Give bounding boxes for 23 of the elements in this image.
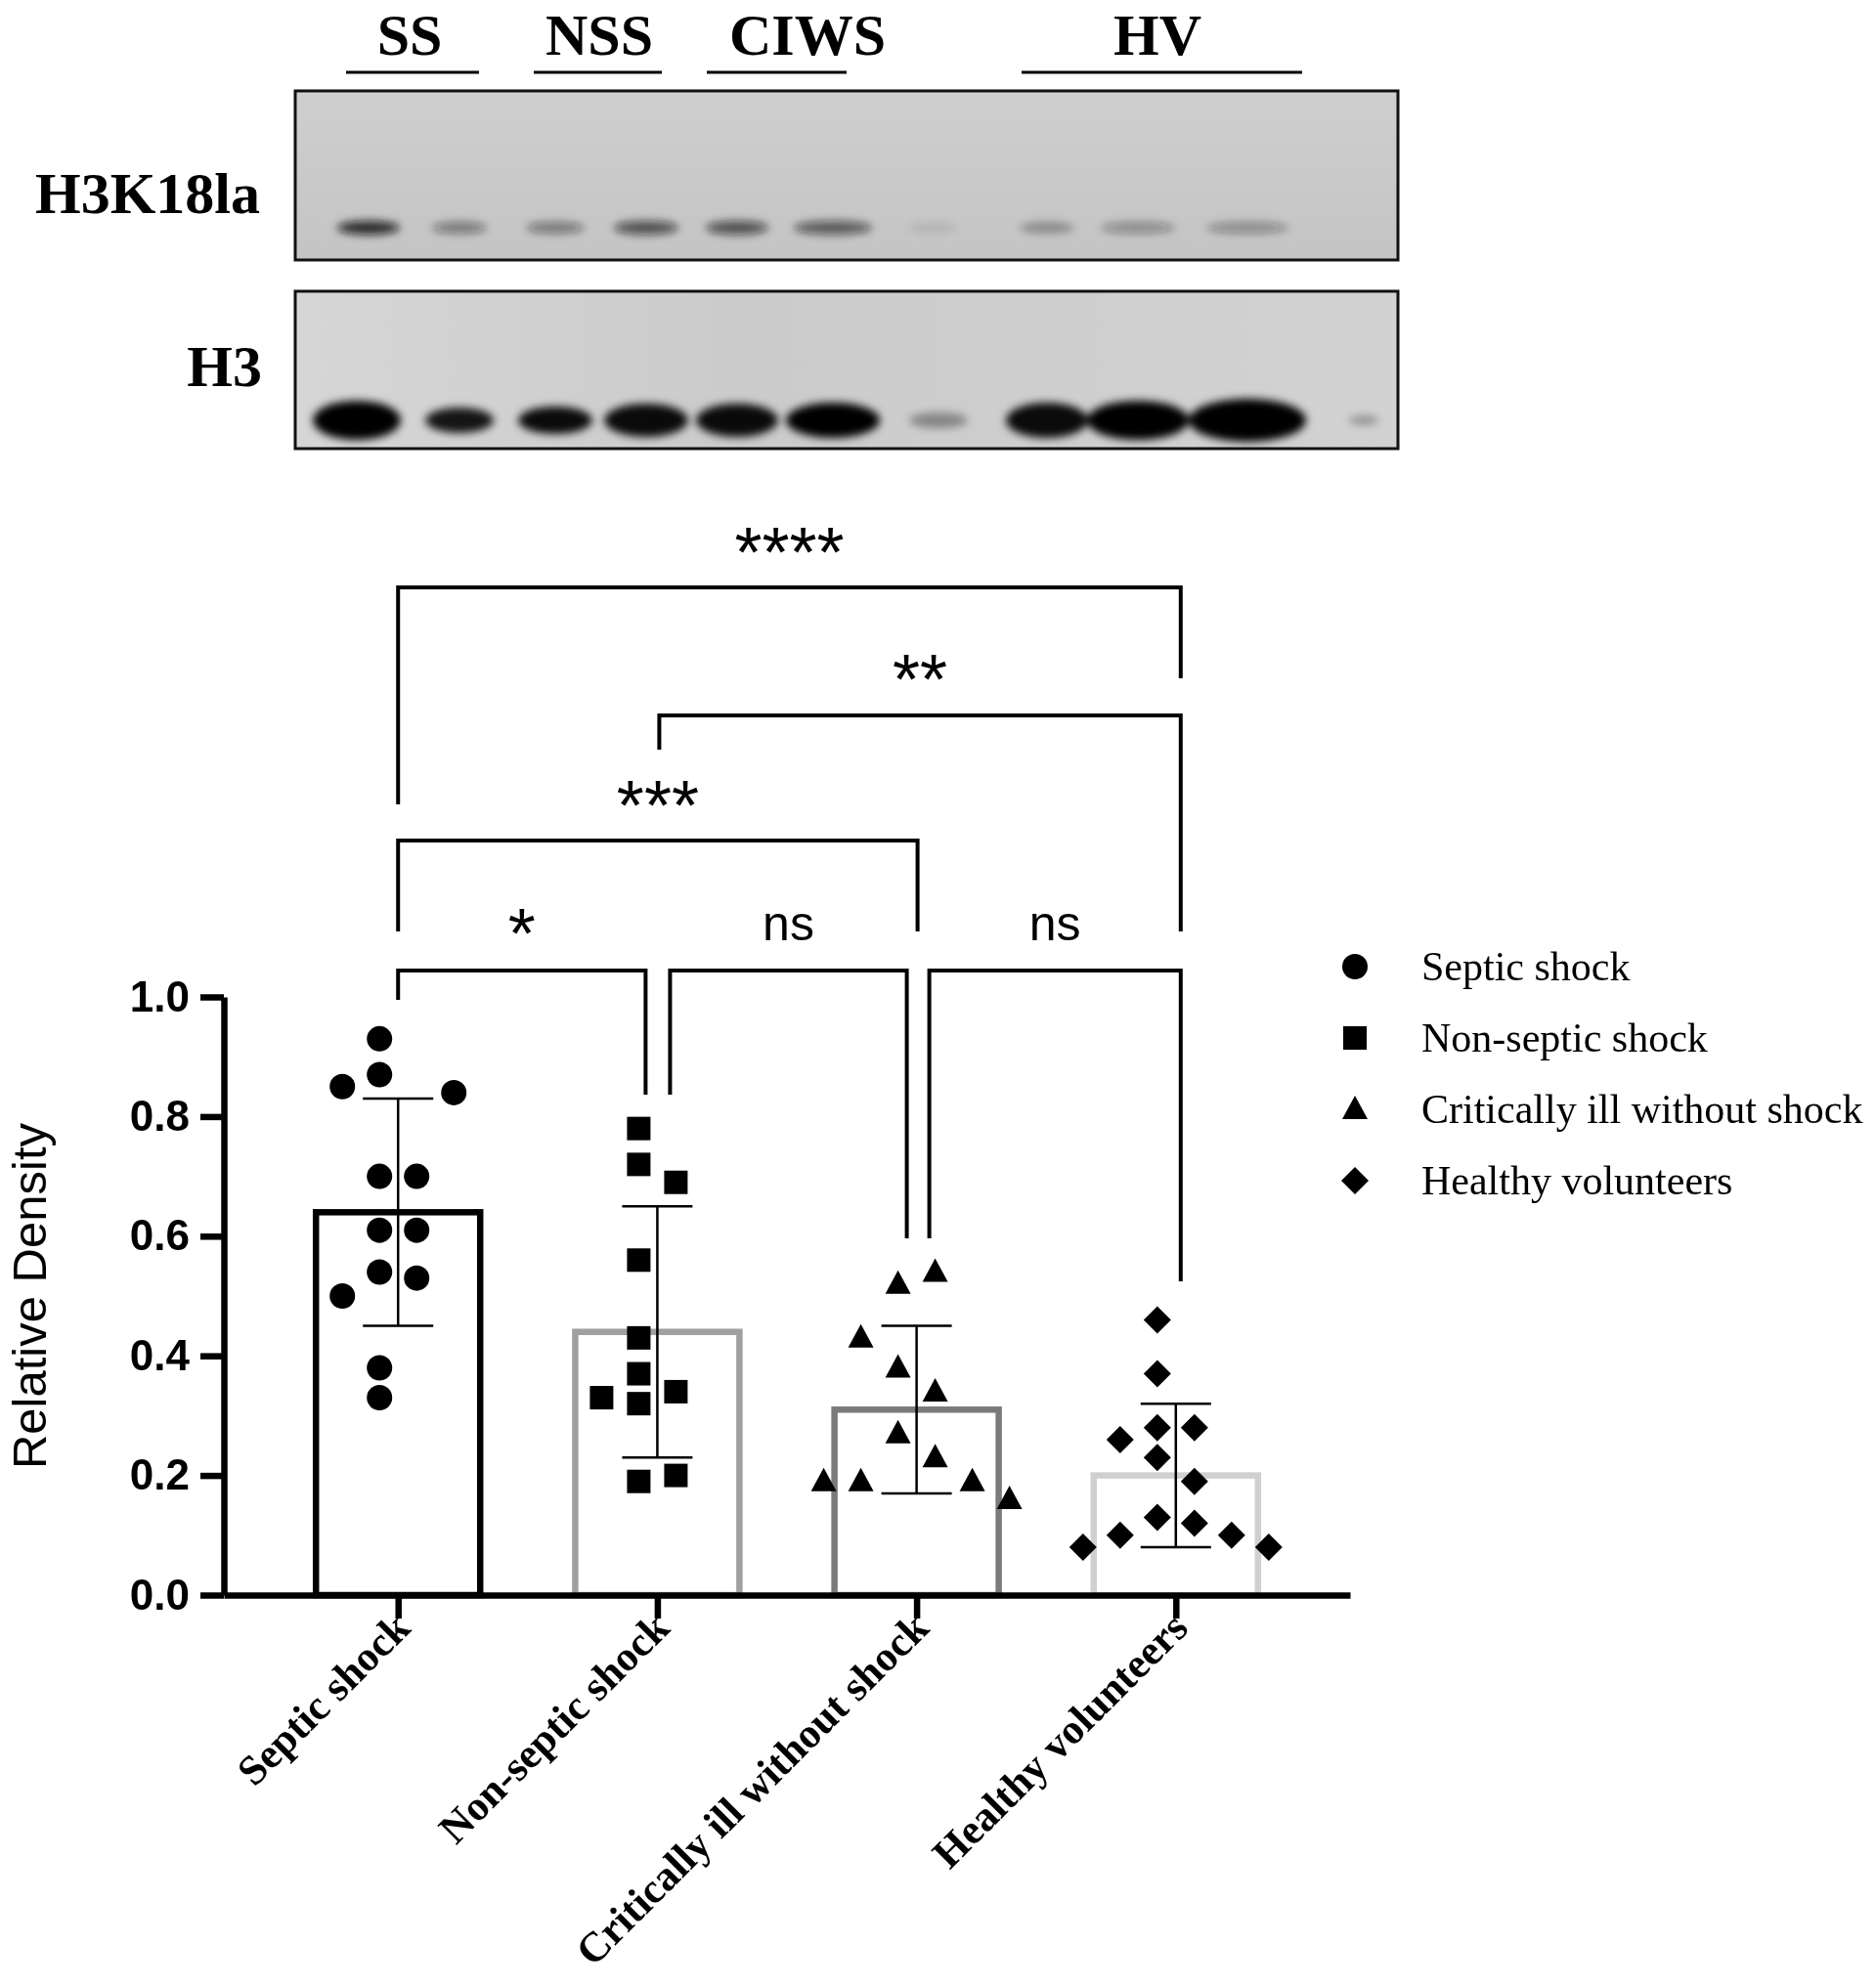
text: *** [616, 766, 699, 844]
text: ns [1028, 896, 1081, 951]
text: ns [763, 896, 814, 951]
text: **** [734, 513, 845, 591]
text: H3K18la [34, 161, 260, 226]
y-tick-label: 1.0 [129, 972, 190, 1020]
legend-label: Non-septic shock [1421, 1015, 1708, 1060]
y-tick-label: 0.0 [129, 1570, 190, 1619]
text: HV [1113, 3, 1201, 67]
text: H3 [187, 334, 262, 399]
y-tick-label: 0.6 [129, 1211, 190, 1260]
text: SS [376, 3, 443, 67]
y-axis-title: Relative Density [3, 1122, 56, 1470]
y-tick-label: 0.8 [129, 1091, 190, 1140]
y-tick-label: 0.4 [129, 1330, 191, 1379]
text: ** [893, 640, 948, 718]
text: NSS [545, 3, 654, 67]
legend-label: Critically ill without shock [1421, 1087, 1863, 1132]
legend-label: Septic shock [1421, 944, 1631, 989]
text: CIWS [728, 3, 887, 67]
legend-label: Healthy volunteers [1421, 1158, 1733, 1203]
text: * [507, 894, 536, 972]
y-tick-label: 0.2 [129, 1450, 190, 1499]
